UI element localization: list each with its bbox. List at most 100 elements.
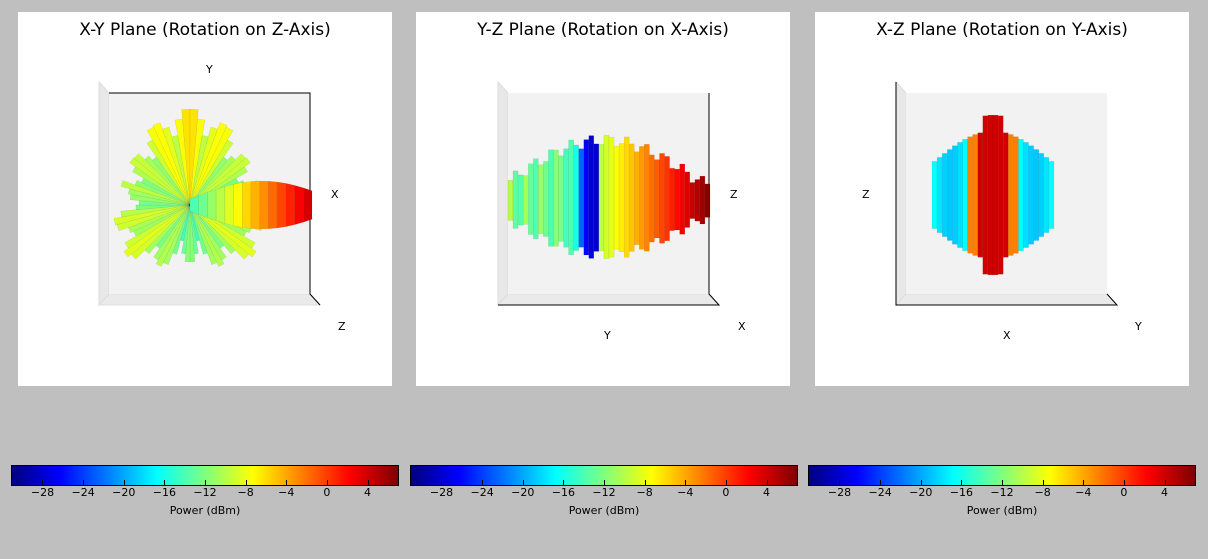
axis-label-x: X bbox=[331, 188, 339, 201]
colorbar-tick-label: −20 bbox=[909, 486, 933, 499]
colorbar-tick-mark bbox=[766, 480, 768, 485]
body-segment bbox=[1023, 142, 1029, 248]
body-segment bbox=[967, 136, 973, 254]
colorbar-tick-label: −28 bbox=[827, 486, 852, 499]
body-segment bbox=[669, 168, 675, 231]
axis-label-y: Y bbox=[1135, 320, 1142, 333]
lobe-segment bbox=[146, 139, 191, 206]
colorbar-tick-label: −20 bbox=[511, 486, 535, 499]
colorbar-tick-mark bbox=[920, 480, 922, 485]
body-segment bbox=[613, 146, 620, 250]
colorbar-tick-label: 0 bbox=[722, 486, 730, 499]
main-lobe-segment bbox=[224, 184, 234, 226]
colorbar-tick-mark bbox=[164, 480, 166, 485]
surface-xy bbox=[113, 109, 313, 267]
colorbar-2: −28 −24 −20 −16 −12 −8 −4 0 4 Power (dBm) bbox=[410, 465, 798, 535]
lobe-segment bbox=[181, 204, 191, 255]
colorbar-tick-mark bbox=[83, 480, 85, 485]
colorbar-tick-label: −12 bbox=[592, 486, 616, 499]
colorbar-tick-label: −4 bbox=[677, 486, 694, 499]
wall-floor bbox=[496, 293, 721, 306]
colorbar-tick-mark bbox=[1083, 480, 1085, 485]
body-segment bbox=[1038, 153, 1045, 237]
colorbar-tick-label: −8 bbox=[636, 486, 653, 499]
body-segment bbox=[1008, 134, 1014, 256]
colorbar-tick-mark bbox=[685, 480, 687, 485]
colorbar-tick-mark bbox=[604, 480, 605, 485]
wall-left bbox=[98, 80, 110, 307]
axis-label-z: Z bbox=[338, 320, 346, 333]
body-segment bbox=[618, 143, 625, 253]
main-lobe-segment bbox=[215, 186, 226, 224]
axis-frame bbox=[895, 82, 1119, 306]
body-segment bbox=[649, 154, 655, 243]
colorbar-tick-mark bbox=[839, 480, 841, 485]
colorbar-tick-label: −28 bbox=[429, 486, 454, 499]
body-segment bbox=[548, 149, 554, 247]
wall-left bbox=[895, 80, 907, 307]
colorbar-tick-mark bbox=[205, 480, 206, 485]
axis-label-z: Z bbox=[862, 188, 870, 201]
lobe-segment bbox=[138, 200, 191, 206]
main-lobe-segment bbox=[242, 181, 252, 229]
axis-label-x: X bbox=[1003, 329, 1011, 342]
main-lobe-segment bbox=[189, 195, 199, 215]
wall-floor bbox=[894, 293, 1119, 306]
surface-xz bbox=[931, 114, 1055, 276]
colorbar-tick-label: −4 bbox=[278, 486, 295, 499]
lobe-segment bbox=[171, 135, 191, 206]
body-segment bbox=[578, 148, 585, 248]
body-segment bbox=[583, 139, 590, 256]
body-segment bbox=[936, 157, 943, 233]
colorbar-tick-mark bbox=[286, 480, 288, 485]
axis-label-z: Z bbox=[730, 188, 738, 201]
main-lobe-segment bbox=[259, 180, 269, 230]
body-segment bbox=[982, 115, 989, 275]
main-lobe-segment bbox=[250, 180, 260, 230]
body-segment bbox=[588, 135, 595, 259]
axis-label-y: Y bbox=[206, 63, 213, 76]
body-segment bbox=[1013, 136, 1019, 254]
colorbar-tick-mark bbox=[1123, 480, 1125, 485]
body-segment bbox=[972, 134, 979, 256]
colorbar-tick-label: −12 bbox=[990, 486, 1014, 499]
body-segment bbox=[674, 168, 680, 231]
body-segment bbox=[533, 158, 539, 239]
colorbar-tick-label: −16 bbox=[551, 486, 575, 499]
lobe-segment bbox=[162, 204, 191, 265]
colorbar-tick-label: 4 bbox=[763, 486, 771, 499]
lobe-segment bbox=[189, 109, 199, 206]
body-segment bbox=[573, 144, 579, 251]
body-segment bbox=[644, 143, 650, 252]
main-lobe-segment bbox=[268, 180, 278, 230]
colorbar-tick-mark bbox=[880, 480, 882, 485]
body-segment bbox=[941, 153, 948, 237]
lobe-segment bbox=[116, 204, 191, 232]
colorbar-tick-label: −16 bbox=[152, 486, 176, 499]
body-segment bbox=[654, 159, 660, 239]
body-segment bbox=[664, 156, 670, 242]
body-segment bbox=[507, 180, 514, 221]
lobe-segment bbox=[189, 126, 234, 206]
chart-title: Y-Z Plane (Rotation on X-Axis) bbox=[477, 20, 729, 40]
lobe-segment bbox=[124, 204, 191, 249]
lobe-segment bbox=[152, 122, 191, 206]
body-segment bbox=[931, 161, 938, 229]
surface-yz bbox=[507, 135, 711, 259]
colorbar-tick-mark bbox=[441, 480, 443, 485]
body-segment bbox=[634, 151, 640, 245]
body-segment bbox=[992, 114, 999, 276]
colorbar-label: Power (dBm) bbox=[568, 504, 640, 517]
main-lobe-segment bbox=[276, 181, 287, 229]
colorbar-tick-label: −24 bbox=[868, 486, 892, 499]
body-segment bbox=[977, 132, 984, 258]
axis-label-x: X bbox=[738, 320, 746, 333]
body-segment bbox=[623, 136, 630, 258]
colorbar-tick-mark bbox=[123, 480, 125, 485]
body-segment bbox=[593, 143, 600, 252]
colorbar-gradient bbox=[11, 465, 399, 486]
wall-left bbox=[497, 80, 509, 307]
body-segment bbox=[558, 155, 564, 242]
colorbar-tick-mark bbox=[522, 480, 524, 485]
lobe-segment bbox=[152, 156, 191, 206]
